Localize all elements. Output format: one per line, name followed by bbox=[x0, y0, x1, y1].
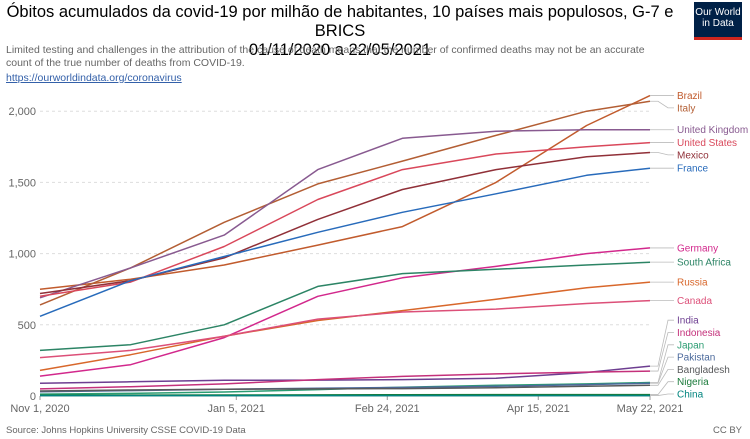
x-tick-label: Jan 5, 2021 bbox=[208, 403, 266, 415]
series-label: Pakistan bbox=[677, 353, 715, 364]
series-label: Russia bbox=[677, 278, 708, 289]
logo-line1: Our World bbox=[695, 7, 741, 18]
series-label: Bangladesh bbox=[677, 365, 730, 376]
label-connector bbox=[650, 368, 674, 386]
chart-subtitle: Limited testing and challenges in the at… bbox=[6, 44, 645, 69]
label-connector bbox=[650, 100, 674, 109]
series-label: Germany bbox=[677, 243, 718, 254]
series-line-mexico bbox=[39, 151, 651, 295]
source-footer: Source: Johns Hopkins University CSSE CO… bbox=[6, 425, 246, 436]
series-label: Indonesia bbox=[677, 328, 721, 339]
series-line-india bbox=[39, 365, 651, 384]
series-line-brazil bbox=[39, 94, 651, 290]
series-line-united-kingdom bbox=[39, 128, 650, 299]
y-tick-label: 1,000 bbox=[8, 249, 36, 261]
series-label: Mexico bbox=[677, 150, 709, 161]
x-tick-label: May 22, 2021 bbox=[617, 403, 684, 415]
owid-logo[interactable]: Our World in Data bbox=[694, 2, 742, 40]
series-label: United States bbox=[677, 138, 737, 149]
label-connector bbox=[650, 152, 674, 156]
series-line-france bbox=[39, 167, 651, 317]
label-connector bbox=[650, 381, 674, 395]
series-label: South Africa bbox=[677, 258, 731, 269]
series-label: France bbox=[677, 164, 709, 175]
series-line-italy bbox=[39, 100, 651, 306]
y-tick-label: 1,500 bbox=[8, 177, 36, 189]
series-label: Canada bbox=[677, 296, 712, 307]
series-line-germany bbox=[39, 247, 651, 377]
series-label: Japan bbox=[677, 340, 704, 351]
series-label: India bbox=[677, 316, 699, 327]
series-label: Italy bbox=[677, 103, 695, 114]
series-line-russia bbox=[39, 281, 651, 372]
x-tick-label: Apr 15, 2021 bbox=[507, 403, 570, 415]
x-tick-label: Nov 1, 2020 bbox=[10, 403, 69, 415]
series-line-canada bbox=[39, 299, 651, 359]
y-tick-label: 500 bbox=[18, 320, 36, 332]
chart-title-line2: 01/11/2020 a 22/05/2021 bbox=[248, 41, 432, 59]
series-label: China bbox=[677, 390, 704, 401]
series-label: United Kingdom bbox=[677, 125, 748, 136]
x-tick-label: Feb 24, 2021 bbox=[355, 403, 420, 415]
label-connector bbox=[650, 356, 674, 384]
logo-line2: in Data bbox=[702, 18, 734, 29]
chart-title-line1: Óbitos acumulados da covid-19 por milhão… bbox=[6, 3, 674, 40]
series-label: Nigeria bbox=[677, 377, 709, 388]
label-connector bbox=[650, 332, 674, 372]
license-label[interactable]: CC BY bbox=[712, 425, 742, 436]
series-line-indonesia bbox=[39, 370, 651, 390]
label-connector bbox=[650, 319, 674, 367]
label-connector bbox=[650, 393, 674, 396]
series-line-south-africa bbox=[39, 261, 651, 352]
chart-title: Óbitos acumulados da covid-19 por milhão… bbox=[0, 3, 680, 60]
y-tick-label: 0 bbox=[30, 391, 36, 403]
series-line-bangladesh bbox=[39, 384, 651, 392]
source-link[interactable]: https://ourworldindata.org/coronavirus bbox=[6, 72, 182, 84]
label-connector bbox=[650, 344, 674, 383]
y-tick-label: 2,000 bbox=[8, 106, 36, 118]
series-label: Brazil bbox=[677, 91, 702, 102]
series-line-united-states bbox=[39, 141, 651, 298]
